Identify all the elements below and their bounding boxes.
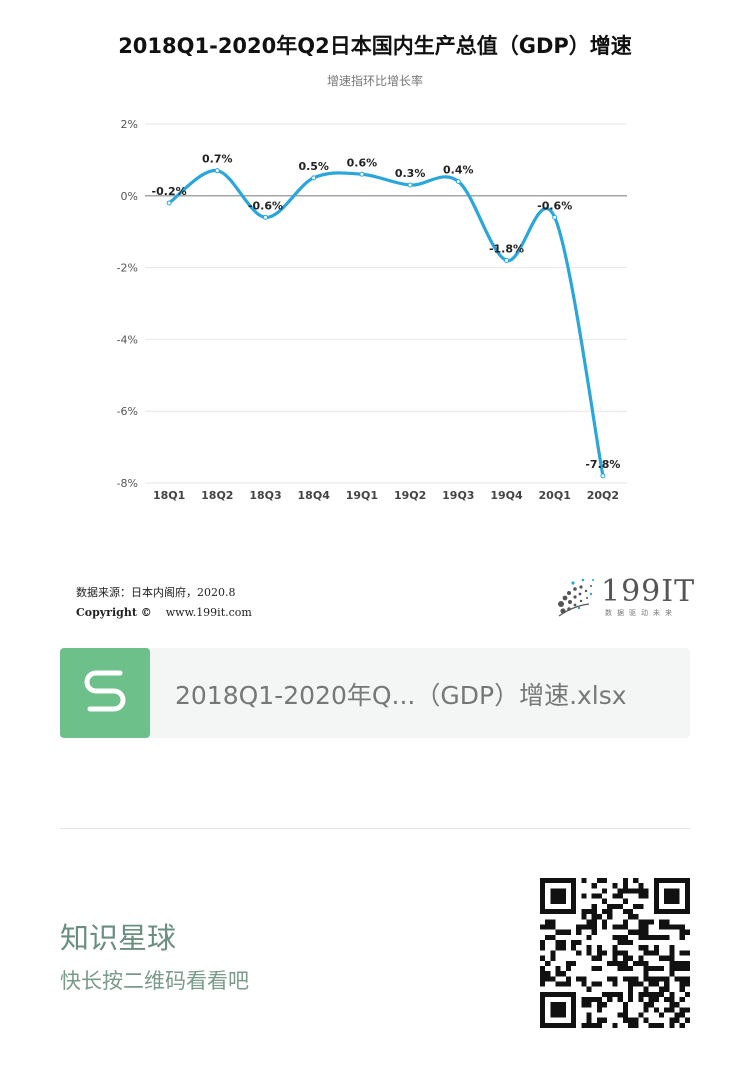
data-label: -1.8%	[489, 242, 524, 255]
data-label: -0.6%	[537, 199, 572, 212]
data-point	[600, 473, 606, 479]
divider	[60, 828, 690, 829]
data-point	[166, 200, 172, 206]
y-tick-label: -8%	[117, 477, 138, 490]
x-tick-label: 19Q3	[442, 489, 474, 502]
y-tick-label: 0%	[121, 190, 138, 203]
data-label: -0.6%	[248, 199, 283, 212]
data-label: -0.2%	[152, 185, 187, 198]
spreadsheet-s-icon	[60, 648, 150, 738]
data-point	[504, 257, 509, 263]
logo-tagline: 数据驱动未来	[605, 609, 677, 617]
data-point	[455, 178, 461, 184]
series-line	[167, 169, 605, 478]
qr-modules	[540, 878, 690, 1028]
data-label: -7.8%	[585, 458, 620, 471]
data-point	[263, 214, 268, 220]
x-tick-label: 18Q4	[298, 489, 331, 502]
data-point	[552, 214, 558, 220]
source-text: 数据来源：日本内阁府，2020.8	[76, 586, 236, 599]
data-label: 0.3%	[395, 167, 426, 180]
data-point	[311, 175, 317, 181]
x-tick-label: 18Q1	[153, 489, 185, 502]
x-tick-label: 19Q4	[490, 489, 523, 502]
x-tick-label: 19Q2	[394, 489, 426, 502]
source-note: 数据来源：日本内阁府，2020.8 Copyright © www.199it.…	[76, 583, 252, 623]
data-point	[359, 171, 365, 177]
data-label: 0.6%	[347, 156, 378, 169]
promo-title: 知识星球	[60, 921, 177, 955]
x-tick-label: 19Q1	[346, 489, 378, 502]
data-point	[407, 182, 413, 188]
file-attachment-card[interactable]: 2018Q1-2020年Q...（GDP）增速.xlsx	[60, 648, 690, 738]
dandelion-logo-icon	[558, 578, 594, 617]
y-tick-label: -2%	[117, 262, 138, 275]
file-name: 2018Q1-2020年Q...（GDP）增速.xlsx	[175, 681, 627, 710]
copyright-text: Copyright ©	[76, 606, 152, 619]
y-tick-label: -6%	[117, 405, 138, 418]
line-chart: 2% 0% -2% -4% -6% -8% 18Q1 18Q2 18Q3 18Q4 19Q1 19Q2…	[117, 118, 627, 502]
x-tick-label: 18Q3	[249, 489, 281, 502]
brand-logo: 199IT 数据驱动未来	[553, 574, 696, 620]
data-label: 0.7%	[202, 153, 233, 166]
data-label: 0.4%	[443, 163, 474, 176]
chart-subtitle: 增速指环比增长率	[326, 74, 423, 88]
promo-subtitle: 快长按二维码看看吧	[60, 969, 249, 993]
chart-title: 2018Q1-2020年Q2日本国内生产总值（GDP）增速	[118, 34, 632, 58]
qr-code-icon[interactable]	[540, 878, 690, 1028]
x-tick-label: 20Q2	[587, 489, 619, 502]
data-point	[214, 168, 220, 174]
y-tick-label: 2%	[121, 118, 138, 131]
x-tick-label: 18Q2	[201, 489, 233, 502]
data-label: 0.5%	[298, 160, 329, 173]
website-text: www.199it.com	[165, 606, 252, 619]
y-tick-label: -4%	[117, 333, 138, 346]
x-tick-label: 20Q1	[539, 489, 571, 502]
logo-text: 199IT	[601, 574, 696, 609]
